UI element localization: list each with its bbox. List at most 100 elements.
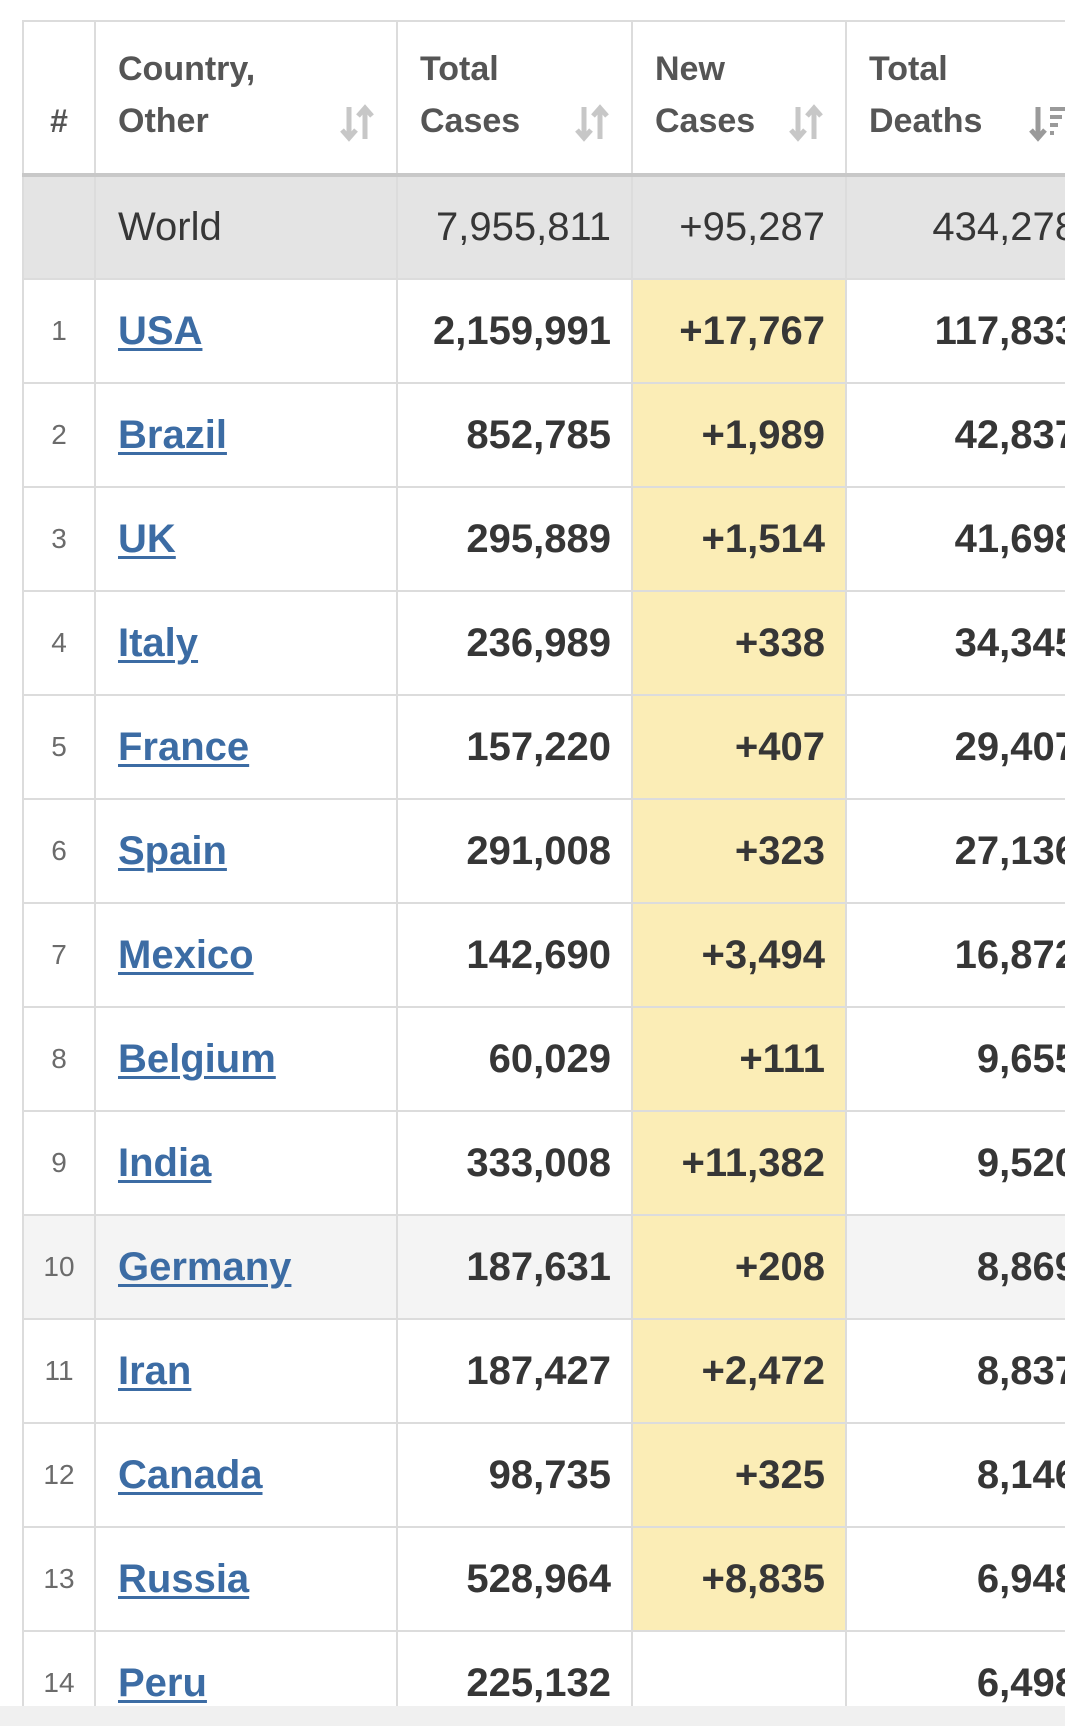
- row-new-cases: +2,472: [631, 1318, 847, 1424]
- row-country-cell: Spain: [94, 798, 398, 904]
- country-link[interactable]: Mexico: [118, 932, 254, 977]
- world-total-cases: 7,955,811: [396, 174, 633, 280]
- row-country-cell: Iran: [94, 1318, 398, 1424]
- row-new-cases: +338: [631, 590, 847, 696]
- header-total-cases[interactable]: Total Cases: [396, 20, 633, 177]
- table-header-row: # Country, Other Total Cases: [22, 20, 1065, 177]
- header-new-cases-line1: New: [655, 50, 725, 88]
- row-total-cases: 528,964: [396, 1526, 633, 1632]
- country-link[interactable]: USA: [118, 308, 203, 353]
- row-total-cases: 157,220: [396, 694, 633, 800]
- table-row: 6 Spain 291,008 +323 27,136: [22, 798, 1065, 904]
- row-total-cases: 2,159,991: [396, 278, 633, 384]
- sort-both-icon[interactable]: [573, 103, 611, 143]
- row-total-deaths: 16,872: [845, 902, 1065, 1008]
- row-country-cell: Belgium: [94, 1006, 398, 1112]
- row-total-cases: 187,631: [396, 1214, 633, 1320]
- row-total-cases: 187,427: [396, 1318, 633, 1424]
- header-total-deaths[interactable]: Total Deaths: [845, 20, 1065, 177]
- row-country-cell: Mexico: [94, 902, 398, 1008]
- country-link[interactable]: Peru: [118, 1660, 207, 1705]
- header-total-deaths-line2: Deaths: [869, 102, 983, 140]
- row-country-cell: USA: [94, 278, 398, 384]
- row-rank: 3: [22, 486, 96, 592]
- row-new-cases: +17,767: [631, 278, 847, 384]
- row-country-cell: France: [94, 694, 398, 800]
- header-new-cases[interactable]: New Cases: [631, 20, 847, 177]
- row-total-deaths: 9,655: [845, 1006, 1065, 1112]
- sort-descending-icon[interactable]: [1029, 103, 1065, 143]
- row-rank: 5: [22, 694, 96, 800]
- world-row: World 7,955,811 +95,287 434,278: [22, 174, 1065, 280]
- table-row: 7 Mexico 142,690 +3,494 16,872: [22, 902, 1065, 1008]
- country-link[interactable]: Russia: [118, 1556, 250, 1601]
- table-row: 5 France 157,220 +407 29,407: [22, 694, 1065, 800]
- row-rank: 8: [22, 1006, 96, 1112]
- row-new-cases: +208: [631, 1214, 847, 1320]
- row-total-deaths: 8,869: [845, 1214, 1065, 1320]
- world-name: World: [94, 174, 398, 280]
- header-rank-label: #: [50, 103, 68, 139]
- row-rank: 12: [22, 1422, 96, 1528]
- row-rank: 6: [22, 798, 96, 904]
- sort-both-icon[interactable]: [787, 103, 825, 143]
- row-total-cases: 142,690: [396, 902, 633, 1008]
- country-link[interactable]: France: [118, 724, 250, 769]
- row-total-deaths: 41,698: [845, 486, 1065, 592]
- table-row: 1 USA 2,159,991 +17,767 117,833: [22, 278, 1065, 384]
- row-total-deaths: 9,520: [845, 1110, 1065, 1216]
- row-rank: 10: [22, 1214, 96, 1320]
- table-body: World 7,955,811 +95,287 434,278 1 USA 2,15…: [22, 174, 1065, 1726]
- header-new-cases-line2: Cases: [655, 102, 756, 140]
- row-country-cell: Russia: [94, 1526, 398, 1632]
- row-total-cases: 236,989: [396, 590, 633, 696]
- row-rank: 1: [22, 278, 96, 384]
- sort-both-icon[interactable]: [338, 103, 376, 143]
- row-total-cases: 295,889: [396, 486, 633, 592]
- row-new-cases: +1,989: [631, 382, 847, 488]
- country-link[interactable]: UK: [118, 516, 176, 561]
- row-rank: 2: [22, 382, 96, 488]
- row-total-cases: 291,008: [396, 798, 633, 904]
- header-rank[interactable]: #: [22, 20, 96, 177]
- country-link[interactable]: Italy: [118, 620, 199, 665]
- country-link[interactable]: Spain: [118, 828, 227, 873]
- row-rank: 4: [22, 590, 96, 696]
- row-total-cases: 333,008: [396, 1110, 633, 1216]
- row-new-cases: +11,382: [631, 1110, 847, 1216]
- row-total-deaths: 6,948: [845, 1526, 1065, 1632]
- row-total-deaths: 42,837: [845, 382, 1065, 488]
- row-total-deaths: 117,833: [845, 278, 1065, 384]
- header-total-cases-line2: Cases: [420, 102, 521, 140]
- row-new-cases: +8,835: [631, 1526, 847, 1632]
- row-country-cell: Italy: [94, 590, 398, 696]
- country-link[interactable]: Canada: [118, 1452, 263, 1497]
- row-new-cases: +1,514: [631, 486, 847, 592]
- row-new-cases: +3,494: [631, 902, 847, 1008]
- row-country-cell: Germany: [94, 1214, 398, 1320]
- row-country-cell: Brazil: [94, 382, 398, 488]
- row-total-deaths: 8,837: [845, 1318, 1065, 1424]
- country-link[interactable]: Brazil: [118, 412, 227, 457]
- world-total-deaths: 434,278: [845, 174, 1065, 280]
- bottom-bar: [0, 1706, 1065, 1726]
- header-country-line1: Country,: [118, 50, 256, 88]
- row-total-deaths: 27,136: [845, 798, 1065, 904]
- country-link[interactable]: Iran: [118, 1348, 192, 1393]
- row-new-cases: +407: [631, 694, 847, 800]
- country-link[interactable]: Belgium: [118, 1036, 276, 1081]
- row-country-cell: India: [94, 1110, 398, 1216]
- header-country[interactable]: Country, Other: [94, 20, 398, 177]
- row-total-cases: 852,785: [396, 382, 633, 488]
- covid-cases-table: # Country, Other Total Cases: [22, 20, 1065, 1726]
- country-link[interactable]: India: [118, 1140, 212, 1185]
- table-row: 2 Brazil 852,785 +1,989 42,837: [22, 382, 1065, 488]
- row-country-cell: UK: [94, 486, 398, 592]
- country-link[interactable]: Germany: [118, 1244, 292, 1289]
